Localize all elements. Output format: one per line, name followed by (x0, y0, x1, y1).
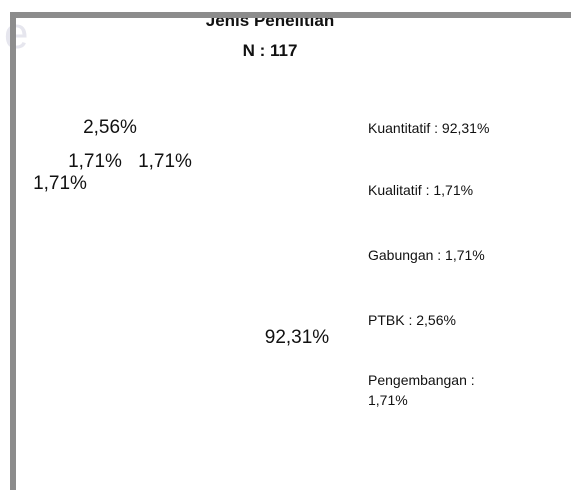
pie-slice (200, 255, 228, 369)
chart-subtitle: N : 117 (243, 41, 298, 60)
legend-entry: PTBK : 2,56% (368, 312, 456, 328)
data-label: 2,56% (83, 117, 137, 138)
pie-slice (196, 255, 216, 370)
legend-entry: Kuantitatif : 92,31% (368, 120, 490, 136)
data-label: 1,71% (33, 173, 87, 194)
pie-slice (184, 255, 200, 370)
pie-slice (84, 139, 316, 367)
legend-entry: Gabungan : 1,71% (368, 247, 485, 263)
data-label: 92,31% (265, 327, 330, 348)
frame-left (10, 12, 16, 490)
legend-entry: Pengembangan : 1,71% (368, 372, 475, 408)
data-label: 1,71% (138, 151, 192, 172)
data-label: 1,71% (68, 151, 122, 172)
pie-slice (172, 255, 200, 369)
legend-entry: Kualitatif : 1,71% (368, 182, 474, 198)
frame-top (10, 12, 571, 18)
